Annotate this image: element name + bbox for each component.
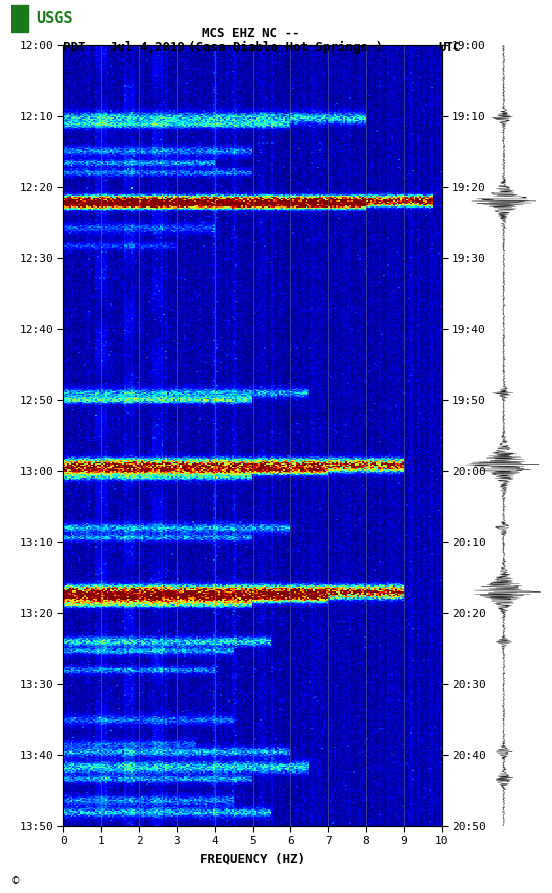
Text: ©: © — [11, 876, 21, 886]
Text: MCS EHZ NC --: MCS EHZ NC -- — [203, 27, 300, 40]
Text: ■: ■ — [13, 12, 27, 26]
FancyBboxPatch shape — [11, 5, 28, 32]
Text: Jul 4,2019: Jul 4,2019 — [110, 41, 185, 54]
Text: UTC: UTC — [439, 41, 461, 54]
Text: (Casa Diablo Hot Springs ): (Casa Diablo Hot Springs ) — [188, 41, 383, 54]
Text: USGS: USGS — [36, 12, 73, 26]
Text: PDT: PDT — [63, 41, 86, 54]
X-axis label: FREQUENCY (HZ): FREQUENCY (HZ) — [200, 852, 305, 865]
